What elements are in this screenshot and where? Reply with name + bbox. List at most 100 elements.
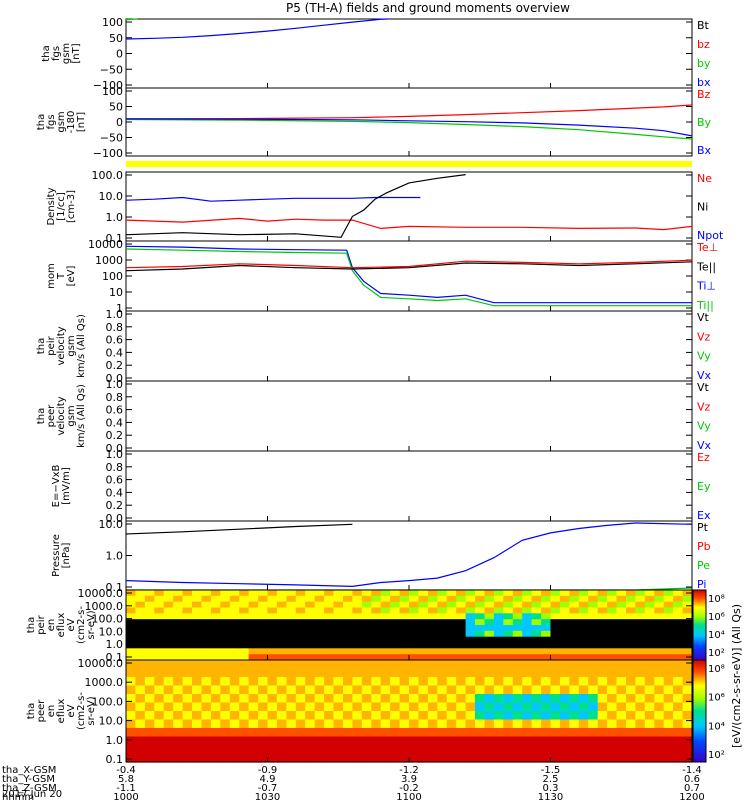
heatmap-cell	[465, 636, 476, 644]
heatmap-cell	[569, 625, 580, 632]
heatmap-cell	[192, 654, 202, 661]
heatmap-cell	[588, 601, 599, 609]
heatmap-cell	[588, 613, 599, 620]
heatmap-cell	[324, 719, 335, 729]
heatmap-cell	[409, 590, 419, 597]
heatmap-cell	[192, 660, 202, 670]
heatmap-cell	[126, 601, 136, 609]
heatmap-cell	[437, 660, 448, 670]
heatmap-cell	[144, 736, 155, 746]
colorbar-0	[692, 589, 707, 661]
heatmap-cell	[201, 613, 212, 620]
heatmap-cell	[343, 660, 353, 670]
heatmap-cell	[607, 668, 618, 678]
heatmap-cell	[201, 625, 212, 632]
y-label-line: gsm	[56, 111, 67, 132]
heatmap-cell	[276, 753, 287, 763]
y-label-line: (cm2-s-	[76, 606, 87, 644]
heatmap-cell	[493, 694, 504, 704]
heatmap-cell	[626, 607, 636, 614]
heatmap-cell	[399, 736, 410, 746]
heatmap-cell	[418, 694, 429, 704]
heatmap-cell	[192, 719, 202, 729]
heatmap-cell	[295, 728, 306, 738]
heatmap-cell	[531, 654, 542, 661]
heatmap-cell	[286, 636, 297, 644]
heatmap-cell	[409, 648, 419, 655]
heatmap-cell	[626, 590, 636, 597]
heatmap-cell	[324, 648, 335, 655]
heatmap-cell	[286, 753, 297, 763]
heatmap-cell	[550, 590, 561, 597]
heatmap-cell	[371, 607, 382, 614]
heatmap-cell	[512, 728, 523, 738]
panel-frame	[125, 520, 693, 591]
heatmap-cell	[390, 648, 401, 655]
y-tick-label: 1.0	[106, 308, 124, 321]
heatmap-cell	[229, 625, 240, 632]
heatmap-cell	[682, 619, 693, 626]
heatmap-cell	[437, 613, 448, 620]
heatmap-cell	[343, 654, 353, 661]
heatmap-cell	[267, 660, 278, 670]
heatmap-cell	[673, 694, 684, 704]
heatmap-cell	[343, 719, 353, 729]
heatmap-cell	[673, 654, 684, 661]
heatmap-cell	[465, 736, 476, 746]
heatmap-cell	[305, 736, 316, 746]
heatmap-cell	[418, 590, 429, 597]
heatmap-cell	[635, 590, 646, 597]
heatmap-cell	[550, 719, 561, 729]
heatmap-cell	[635, 677, 646, 687]
heatmap-cell	[305, 648, 316, 655]
heatmap-cell	[380, 607, 391, 614]
heatmap-cell	[154, 607, 165, 614]
heatmap-cell	[663, 595, 674, 603]
heatmap-cell	[135, 685, 146, 695]
heatmap-cell	[324, 736, 335, 746]
heatmap-cell	[173, 677, 184, 687]
x-row-value: -1.5	[541, 765, 561, 776]
y-tick-label: 0.1	[106, 651, 124, 664]
y-tick-label: 1.0	[106, 550, 124, 563]
heatmap-cell	[324, 625, 335, 632]
heatmap-cell	[550, 601, 561, 609]
heatmap-cell	[135, 590, 146, 597]
heatmap-cell	[305, 636, 316, 644]
y-tick-label: 0.4	[106, 416, 124, 429]
heatmap-cell	[380, 728, 391, 738]
heatmap-cell	[484, 753, 495, 763]
heatmap-cell	[390, 607, 401, 614]
heatmap-cell	[182, 607, 193, 614]
heatmap-cell	[154, 642, 165, 649]
y-tick-label: 100	[102, 270, 123, 283]
heatmap-cell	[343, 702, 353, 712]
heatmap-cell	[201, 711, 212, 721]
heatmap-cell	[588, 607, 599, 614]
heatmap-cell	[173, 660, 184, 670]
heatmap-cell	[493, 753, 504, 763]
x-row-value: 1030	[255, 792, 280, 800]
heatmap-cell	[210, 601, 221, 609]
heatmap-cell	[607, 601, 618, 609]
series-line-1	[125, 118, 693, 140]
heatmap-cell	[352, 654, 363, 661]
heatmap-cell	[380, 711, 391, 721]
heatmap-cell	[267, 590, 278, 597]
heatmap-cell	[484, 745, 495, 755]
heatmap-cell	[512, 613, 523, 620]
heatmap-cell	[295, 625, 306, 632]
heatmap-cell	[644, 711, 655, 721]
heatmap-cell	[324, 694, 335, 704]
heatmap-cell	[154, 668, 165, 678]
heatmap-cell	[380, 630, 391, 638]
heatmap-cell	[484, 660, 495, 670]
heatmap-cell	[163, 613, 174, 620]
heatmap-cell	[559, 654, 570, 661]
heatmap-cell	[333, 753, 344, 763]
heatmap-cell	[644, 719, 655, 729]
heatmap-cell	[258, 619, 269, 626]
heatmap-cell	[390, 590, 401, 597]
heatmap-cell	[644, 736, 655, 746]
heatmap-cell	[418, 625, 429, 632]
